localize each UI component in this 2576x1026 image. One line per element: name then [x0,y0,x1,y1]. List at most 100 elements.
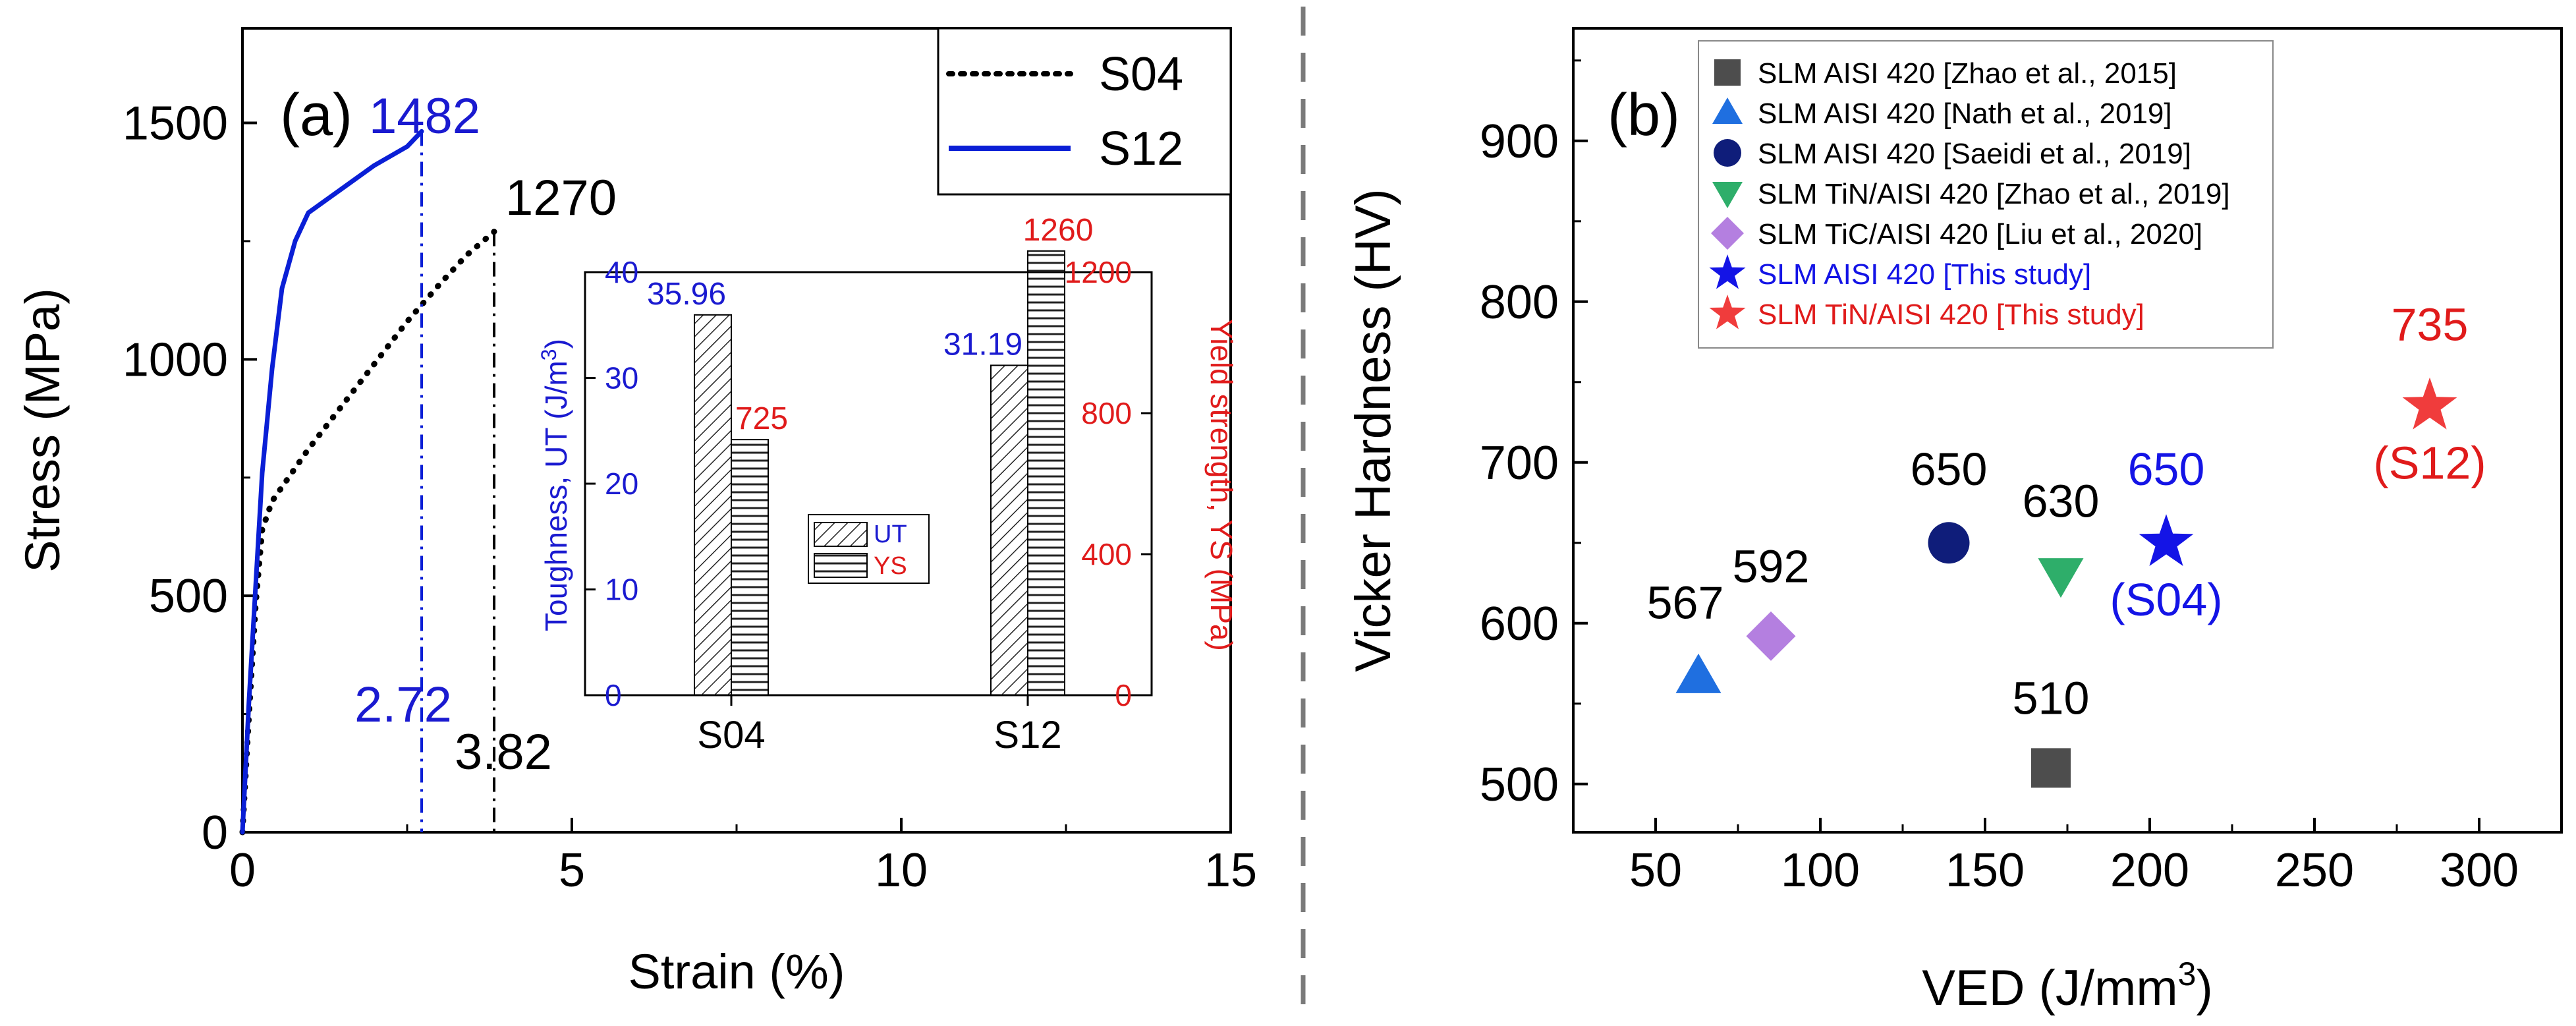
legend-marker-1 [1712,98,1743,124]
panel-b-points: 510 567 650 630 592 650 (S04) 735 (S12) [1647,299,2486,788]
point-0 [2031,748,2071,788]
a-x-tick-label: 5 [559,844,585,897]
inset-bar-ys-s12 [1027,250,1065,696]
a-y-tick-label: 1000 [123,333,228,386]
legend-marker-0 [1714,59,1741,86]
legend-marker-6 [1709,295,1746,329]
legend-marker-4 [1711,217,1744,250]
a-y-tick-label: 500 [149,570,228,623]
b-x-tick-label: 150 [1946,844,2025,897]
legend-s04-label: S04 [1099,48,1183,101]
panel-a-series [239,128,497,836]
a-x-tick-label: 0 [229,844,256,897]
a-x-tick-label: 10 [875,844,928,897]
point-2 [1928,522,1970,564]
inset-right-axis: 0 400 800 1200 [1065,255,1152,712]
point-4 [1746,611,1796,661]
inset-right-tick-label: 800 [1081,396,1132,430]
point-1 [1675,653,1722,693]
inset-right-tick-label: 0 [1115,678,1132,712]
b-y-tick-label: 900 [1480,115,1559,168]
b-x-tick-label: 50 [1629,844,1682,897]
inset-left-tick-label: 0 [605,678,622,712]
inset-left-tick-label: 20 [605,467,638,501]
panel-b-legend-box [1698,40,2274,349]
inset-bar-chart: 0 10 20 30 40 0 400 800 1200 S04 S12 35.96 725 31.… [537,213,1239,756]
inset-right-tick-label: 400 [1081,537,1132,571]
b-y-tick-label: 600 [1480,598,1559,650]
panel-b-xlabel: VED (J/mm3) [1922,955,2213,1016]
b-x-tick-label: 300 [2440,844,2519,897]
point-label-5: 650 [2128,443,2205,495]
s12-fracture-strain-label: 2.72 [354,677,452,733]
inset-bar-ut-label: 35.96 [647,277,726,312]
panel-a-legend: S04 S12 [937,27,1232,196]
legend-s12-label: S12 [1099,123,1183,175]
inset-bar-ut-s04 [694,314,732,697]
point-6 [2402,377,2457,430]
panel-b-x-axis: 50 100 150 200 250 300 [1572,818,2563,897]
panel-b-label: (b) [1608,82,1680,148]
b-y-tick-label: 700 [1480,437,1559,490]
panel-a-label: (a) [280,82,352,148]
panel-a-y-axis: 0 500 1000 1500 [123,98,257,859]
inset-legend-ut-label: UT [874,521,907,548]
inset-legend: UT YS [808,514,930,584]
s12-peak-label: 1482 [369,88,480,144]
inset-left-tick-label: 30 [605,361,638,395]
inset-left-tick-label: 10 [605,573,638,607]
legend-label-6: SLM TiN/AISI 420 [This study] [1758,299,2144,331]
legend-marker-3 [1712,182,1743,208]
b-x-tick-label: 200 [2110,844,2189,897]
panel-a-ylabel: Stress (MPa) [15,288,70,573]
legend-marker-5 [1709,254,1746,289]
inset-frame [584,271,1153,697]
b-y-tick-label: 500 [1480,758,1559,811]
legend-label-4: SLM TiC/AISI 420 [Liu et al., 2020] [1758,218,2202,250]
b-x-tick-label: 100 [1781,844,1860,897]
legend-label-5: SLM AISI 420 [This study] [1758,258,2091,291]
legend-label-2: SLM AISI 420 [Saeidi et al., 2019] [1758,138,2191,170]
point-label-0: 510 [2013,672,2090,724]
point-label-1: 567 [1647,577,1724,628]
inset-bar-ys-label: 725 [735,401,788,436]
inset-cat-label-s12: S12 [994,714,1061,756]
inset-bar-ut-label: 31.19 [943,327,1022,362]
legend-marker-2 [1714,139,1741,167]
legend-label-1: SLM AISI 420 [Nath et al., 2019] [1758,98,2172,130]
point-5 [2139,514,2194,566]
point-label-3: 630 [2023,476,2100,527]
inset-bar-ut-s12 [990,364,1028,696]
panel-b-ylabel: Vicker Hardness (HV) [1345,188,1401,671]
panel-a-xlabel: Strain (%) [629,944,845,999]
s04-peak-label: 1270 [505,170,617,226]
b-x-tick-label: 250 [2275,844,2354,897]
series-s12-line [240,128,424,835]
panel-b-legend: SLM AISI 420 [Zhao et al., 2015] SLM AISI… [1698,40,2274,349]
panel-b: 50 100 150 200 250 300 500 600 700 800 900 VED (J… [1345,27,2563,1016]
inset-legend-ys-label: YS [874,552,907,580]
inset-bar-ys-label: 1260 [1023,213,1094,248]
s04-fracture-strain-label: 3.82 [455,724,552,780]
inset-right-tick-label: 1200 [1065,255,1132,289]
point-3 [2038,558,2084,598]
a-y-tick-label: 0 [202,807,228,859]
panel-b-y-axis: 500 600 700 800 900 [1480,59,1588,811]
point-label-2: 650 [1911,443,1988,495]
point-label-4: 592 [1733,540,1810,592]
legend-label-0: SLM AISI 420 [Zhao et al., 2015] [1758,57,2177,90]
point-sublabel-6: (S12) [2373,437,2486,488]
a-x-tick-label: 15 [1204,844,1257,897]
inset-bar-ys-s04 [731,439,769,696]
inset-legend-ys-swatch [814,553,868,578]
panel-a-x-axis: 0 5 10 15 [229,818,1257,897]
panel-a-legend-box [937,27,1232,196]
inset-left-axis: 0 10 20 30 40 [585,255,638,712]
inset-categories: S04 S12 [697,695,1062,756]
inset-cat-label-s04: S04 [697,714,765,756]
inset-right-ylabel: Yield strength, YS (MPa) [1204,319,1239,651]
inset-bars: 35.96 725 31.19 1260 [647,213,1094,697]
point-label-6: 735 [2392,299,2469,350]
